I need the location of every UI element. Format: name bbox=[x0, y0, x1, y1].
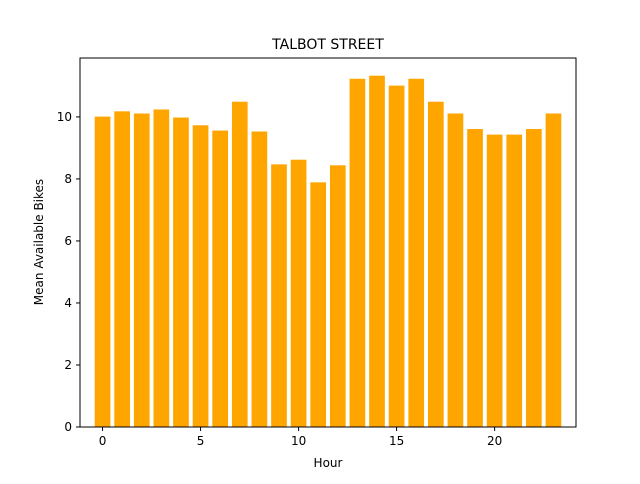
bar-hour-5 bbox=[192, 125, 209, 427]
x-tick-label: 10 bbox=[291, 434, 306, 448]
plot-frame bbox=[79, 57, 577, 428]
bar-hour-6 bbox=[212, 130, 229, 427]
bar-hour-22 bbox=[526, 129, 542, 427]
bar-hour-11 bbox=[310, 182, 327, 427]
x-axis-ticks: 0 5 10 15 20 bbox=[99, 427, 502, 448]
x-tick-label: 0 bbox=[99, 434, 107, 448]
bars bbox=[94, 75, 562, 428]
y-tick-label: 2 bbox=[64, 358, 72, 372]
y-tick-label: 4 bbox=[64, 296, 72, 310]
bar-hour-2 bbox=[133, 113, 150, 428]
bar-hour-3 bbox=[153, 109, 170, 428]
y-tick-label: 8 bbox=[64, 172, 72, 186]
y-axis-title: Mean Available Bikes bbox=[32, 179, 46, 305]
bar-hour-4 bbox=[173, 117, 189, 427]
y-tick-label: 0 bbox=[64, 420, 72, 434]
bar-hour-17 bbox=[427, 101, 444, 427]
x-tick-label: 5 bbox=[197, 434, 205, 448]
bar-hour-18 bbox=[447, 113, 464, 428]
bar-hour-15 bbox=[388, 85, 405, 428]
bar-hour-9 bbox=[271, 164, 287, 427]
y-tick-label: 10 bbox=[57, 110, 72, 124]
bar-hour-19 bbox=[467, 129, 483, 427]
bar-hour-20 bbox=[486, 134, 503, 427]
bar-hour-23 bbox=[545, 113, 562, 428]
x-tick-label: 15 bbox=[389, 434, 404, 448]
bar-hour-0 bbox=[94, 116, 111, 427]
bar-hour-8 bbox=[251, 131, 268, 427]
y-tick-label: 6 bbox=[64, 234, 72, 248]
chart-title: TALBOT STREET bbox=[271, 37, 384, 53]
bar-hour-1 bbox=[114, 111, 130, 427]
x-axis-title: Hour bbox=[314, 456, 343, 470]
x-tick-label: 20 bbox=[487, 434, 502, 448]
bar-hour-21 bbox=[506, 134, 523, 427]
bar-hour-10 bbox=[290, 159, 307, 427]
bar-hour-14 bbox=[369, 75, 385, 427]
bar-hour-12 bbox=[329, 165, 346, 428]
y-axis-ticks: 0 2 4 6 8 10 bbox=[57, 110, 80, 434]
bar-hour-7 bbox=[231, 101, 248, 427]
bar-hour-13 bbox=[349, 78, 366, 427]
bar-hour-16 bbox=[408, 78, 425, 427]
